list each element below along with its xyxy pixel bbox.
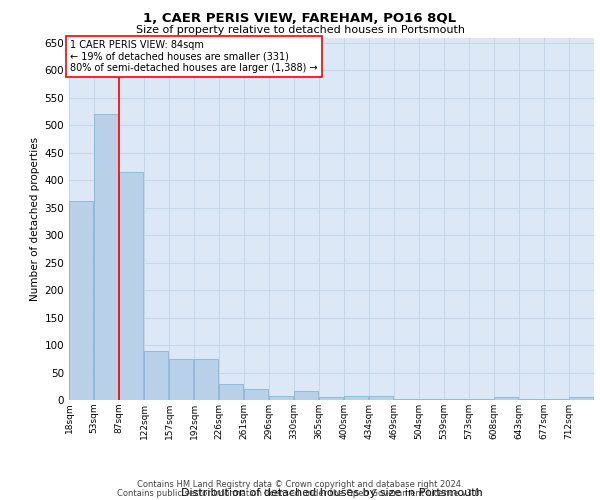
Bar	[294, 390, 318, 400]
Bar	[94, 114, 118, 400]
Bar	[469, 399, 493, 400]
Bar	[319, 398, 343, 400]
Bar	[394, 399, 418, 400]
Bar	[194, 359, 218, 400]
Text: 1, CAER PERIS VIEW, FAREHAM, PO16 8QL: 1, CAER PERIS VIEW, FAREHAM, PO16 8QL	[143, 12, 457, 26]
Text: 1 CAER PERIS VIEW: 84sqm
← 19% of detached houses are smaller (331)
80% of semi-: 1 CAER PERIS VIEW: 84sqm ← 19% of detach…	[70, 40, 318, 74]
Bar	[144, 350, 168, 400]
Bar	[344, 396, 368, 400]
Bar	[219, 384, 243, 400]
Bar	[544, 399, 568, 400]
Text: Contains public sector information licensed under the Open Government Licence v3: Contains public sector information licen…	[118, 488, 482, 498]
Bar	[69, 201, 93, 400]
Bar	[169, 359, 193, 400]
Bar	[419, 399, 443, 400]
Bar	[119, 172, 143, 400]
Bar	[519, 399, 543, 400]
Text: Contains HM Land Registry data © Crown copyright and database right 2024.: Contains HM Land Registry data © Crown c…	[137, 480, 463, 489]
Bar	[269, 396, 293, 400]
Bar	[444, 399, 468, 400]
X-axis label: Distribution of detached houses by size in Portsmouth: Distribution of detached houses by size …	[181, 488, 482, 498]
Bar	[244, 389, 268, 400]
Y-axis label: Number of detached properties: Number of detached properties	[30, 136, 40, 301]
Bar	[369, 396, 393, 400]
Bar	[569, 398, 593, 400]
Text: Size of property relative to detached houses in Portsmouth: Size of property relative to detached ho…	[136, 25, 464, 35]
Bar	[494, 398, 518, 400]
